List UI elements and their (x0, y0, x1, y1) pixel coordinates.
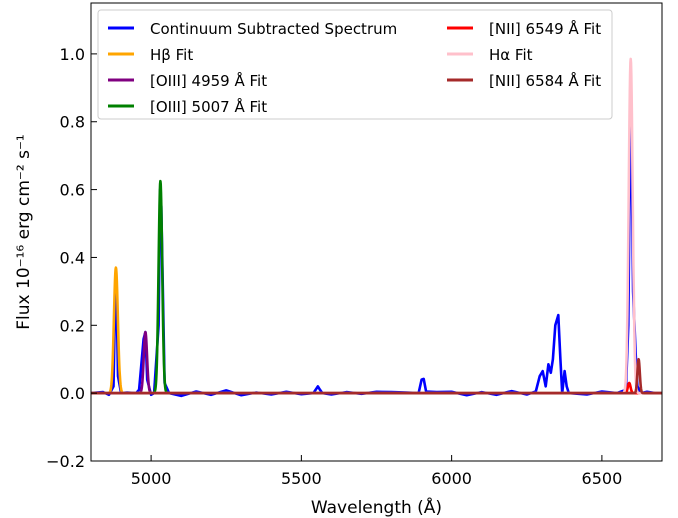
x-tick-label: 5500 (281, 469, 322, 488)
y-tick-label: 1.0 (60, 45, 85, 64)
x-axis: 5000 5500 6000 6500 (131, 455, 623, 488)
series-line-fit-6 (91, 357, 662, 395)
y-tick-label: 0.8 (60, 113, 85, 132)
y-tick-label: 0.2 (60, 316, 85, 335)
x-tick-label: 5000 (131, 469, 172, 488)
legend-label: [OIII] 4959 Å Fit (150, 71, 267, 90)
legend-label: Hβ Fit (150, 46, 193, 64)
y-axis: −0.2 0.0 0.2 0.4 0.6 0.8 1.0 (46, 45, 97, 471)
legend-label: [NII] 6549 Å Fit (489, 19, 601, 38)
x-tick-label: 6500 (582, 469, 623, 488)
legend: Continuum Subtracted Spectrum Hβ Fit [OIII… (97, 9, 613, 120)
y-tick-label: 0.6 (60, 181, 85, 200)
x-axis-label: Wavelength (Å) (311, 496, 442, 518)
plot-frame (90, 2, 663, 462)
legend-label: [OIII] 5007 Å Fit (150, 97, 267, 116)
y-tick-label: 0.4 (60, 248, 85, 267)
legend-label: [NII] 6584 Å Fit (489, 71, 601, 90)
y-axis-label: Flux 10⁻¹⁶ erg cm⁻² s⁻¹ (14, 134, 34, 329)
series-layer (91, 57, 662, 398)
x-tick-label: 6000 (431, 469, 472, 488)
y-tick-label: 0.0 (60, 384, 85, 403)
legend-label: Continuum Subtracted Spectrum (150, 20, 397, 38)
legend-label: Hα Fit (489, 46, 533, 64)
legend-frame (97, 9, 613, 120)
y-tick-label: −0.2 (46, 452, 85, 471)
